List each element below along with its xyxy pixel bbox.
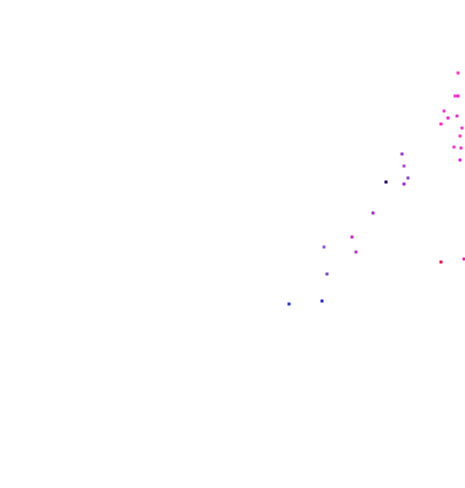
point bbox=[350, 235, 354, 239]
point bbox=[439, 260, 443, 264]
point bbox=[322, 245, 326, 249]
point bbox=[456, 94, 460, 98]
point bbox=[371, 211, 375, 215]
point bbox=[400, 152, 404, 156]
point bbox=[442, 109, 446, 113]
point bbox=[384, 180, 388, 184]
point bbox=[460, 126, 464, 130]
point bbox=[402, 182, 406, 186]
point bbox=[452, 145, 456, 149]
point bbox=[462, 257, 465, 261]
point bbox=[354, 250, 358, 254]
point bbox=[402, 164, 406, 168]
point bbox=[455, 114, 459, 118]
point bbox=[446, 116, 450, 120]
point bbox=[325, 272, 329, 276]
point bbox=[406, 176, 410, 180]
point bbox=[287, 302, 291, 306]
point bbox=[453, 94, 457, 98]
point bbox=[458, 158, 462, 162]
point bbox=[459, 146, 463, 150]
point bbox=[439, 122, 443, 126]
point bbox=[456, 71, 460, 75]
point bbox=[458, 134, 462, 138]
point bbox=[320, 299, 324, 303]
